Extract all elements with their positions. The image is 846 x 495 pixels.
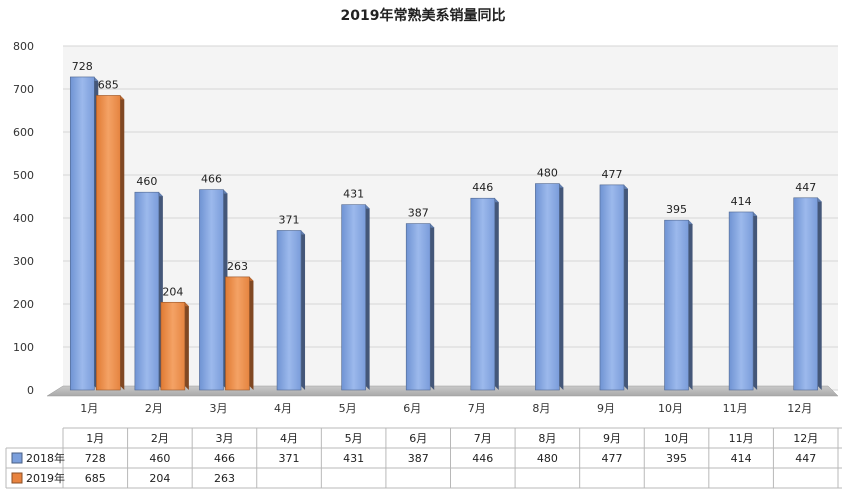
bar-2018年-7月	[470, 197, 499, 391]
table-header: 10月	[664, 432, 689, 445]
bar-2018年-12月	[793, 197, 822, 391]
legend-swatch	[11, 472, 23, 484]
data-label: 446	[472, 181, 493, 194]
data-label: 387	[408, 207, 429, 220]
bar-2018年-9月	[599, 184, 628, 391]
data-label: 477	[601, 168, 622, 181]
table-cell: 414	[731, 452, 752, 465]
y-tick-label: 100	[13, 341, 34, 354]
bar-2018年-11月	[728, 211, 758, 391]
table-cell: 685	[85, 472, 106, 485]
x-tick-label: 8月	[532, 402, 550, 415]
table-cell: 477	[601, 452, 622, 465]
x-tick-label: 4月	[274, 402, 292, 415]
bar-2018年-6月	[405, 223, 435, 391]
x-tick-label: 9月	[597, 402, 615, 415]
table-cell: 447	[795, 452, 816, 465]
table-cell: 395	[666, 452, 687, 465]
y-tick-label: 500	[13, 169, 34, 182]
y-tick-label: 300	[13, 255, 34, 268]
x-tick-label: 5月	[339, 402, 357, 415]
table-cell: 728	[85, 452, 106, 465]
y-tick-label: 400	[13, 212, 34, 225]
legend-swatch	[11, 452, 23, 464]
bar-2019年-3月	[225, 276, 254, 391]
x-tick-label: 10月	[658, 402, 683, 415]
bar-2018年-8月	[535, 183, 564, 391]
y-tick-label: 200	[13, 298, 34, 311]
table-cell: 371	[279, 452, 300, 465]
table-header: 7月	[474, 432, 492, 445]
legend-label: 2019年	[26, 471, 65, 485]
bar-2018年-4月	[276, 230, 306, 391]
data-label: 414	[731, 195, 752, 208]
x-tick-label: 7月	[468, 402, 486, 415]
data-label: 480	[537, 167, 558, 180]
bar-2018年-5月	[341, 204, 370, 391]
bar-2018年-2月	[134, 191, 163, 391]
table-header: 11月	[729, 432, 754, 445]
x-tick-label: 2月	[145, 402, 163, 415]
y-tick-label: 600	[13, 126, 34, 139]
table-cell: 204	[149, 472, 170, 485]
table-header: 12月	[793, 432, 818, 445]
data-label: 685	[98, 78, 119, 91]
x-tick-label: 12月	[787, 402, 812, 415]
y-tick-label: 700	[13, 83, 34, 96]
x-tick-label: 11月	[723, 402, 748, 415]
data-label: 460	[136, 175, 157, 188]
chart-title: 2019年常熟美系销量同比	[341, 7, 506, 24]
table-cell: 460	[149, 452, 170, 465]
data-label: 466	[201, 173, 222, 186]
x-tick-label: 6月	[403, 402, 421, 415]
table-cell: 446	[472, 452, 493, 465]
table-cell: 431	[343, 452, 364, 465]
legend-label: 2018年	[26, 451, 65, 465]
table-header: 9月	[603, 432, 621, 445]
data-label: 204	[162, 285, 183, 298]
data-label: 395	[666, 203, 687, 216]
bar-2019年-2月	[160, 301, 189, 391]
table-cell: 387	[408, 452, 429, 465]
data-label: 371	[279, 213, 300, 226]
bar-2018年-1月	[69, 76, 99, 391]
bar-2019年-1月	[95, 95, 125, 391]
table-header: 8月	[538, 432, 556, 445]
table-header: 4月	[280, 432, 298, 445]
table-cell: 263	[214, 472, 235, 485]
table-cell: 466	[214, 452, 235, 465]
table-header: 3月	[215, 432, 233, 445]
y-tick-label: 800	[13, 40, 34, 53]
table-header: 6月	[409, 432, 427, 445]
table-cell: 480	[537, 452, 558, 465]
bar-2018年-3月	[199, 189, 228, 391]
x-tick-label: 1月	[80, 402, 98, 415]
y-tick-label: 0	[27, 384, 34, 397]
table-header: 5月	[345, 432, 363, 445]
data-label: 431	[343, 188, 364, 201]
data-label: 263	[227, 260, 248, 273]
x-tick-label: 3月	[209, 402, 227, 415]
table-header: 2月	[151, 432, 169, 445]
data-label: 728	[72, 60, 93, 73]
table-header: 1月	[86, 432, 104, 445]
bar-2018年-10月	[664, 219, 693, 391]
data-label: 447	[795, 181, 816, 194]
